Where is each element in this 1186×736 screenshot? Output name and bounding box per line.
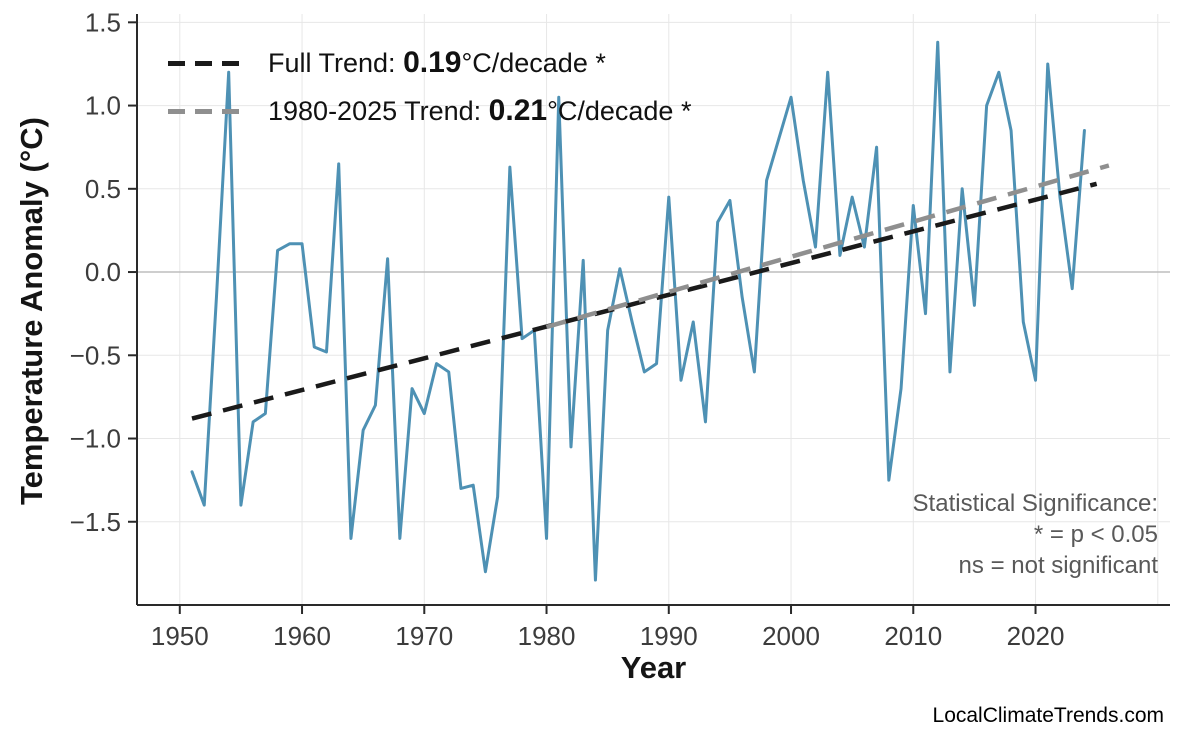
- x-tick-label: 2010: [884, 621, 942, 651]
- watermark-text: LocalClimateTrends.com: [932, 704, 1164, 727]
- anomaly-line: [190, 40, 1086, 582]
- x-tick-label: 1950: [151, 621, 209, 651]
- legend-label-full-trend: Full Trend: 0.19°C/decade *: [268, 46, 606, 80]
- legend-text-suffix: °C/decade *: [547, 96, 692, 126]
- legend-value: 0.21: [488, 94, 548, 127]
- y-tick-label: 0.0: [85, 257, 121, 287]
- legend-value: 0.19: [403, 46, 462, 79]
- legend: Full Trend: 0.19°C/decade * 1980-2025 Tr…: [168, 46, 691, 128]
- x-tick-label: 1980: [518, 621, 576, 651]
- y-tick-label: −0.5: [70, 340, 121, 370]
- significance-note-title: Statistical Significance:: [912, 490, 1158, 517]
- y-axis-label: Temperature Anomaly (°C): [14, 117, 49, 505]
- legend-item-recent-trend: 1980-2025 Trend: 0.21°C/decade *: [168, 94, 691, 128]
- significance-note: Statistical Significance: * = p < 0.05 n…: [913, 488, 1158, 581]
- y-tick-label: 1.5: [85, 7, 121, 37]
- x-tick-label: 1970: [395, 621, 453, 651]
- x-axis-label: Year: [620, 650, 687, 685]
- x-tick-label: 1990: [640, 621, 698, 651]
- significance-note-line: * = p < 0.05: [1033, 521, 1158, 548]
- y-tick-label: 1.0: [85, 91, 121, 121]
- recent-trend-line-sample: [168, 108, 246, 114]
- x-tick-label: 2000: [762, 621, 820, 651]
- y-tick-label: −1.0: [70, 424, 121, 454]
- x-tick-label: 2020: [1007, 621, 1065, 651]
- legend-text-prefix: Full Trend:: [268, 48, 404, 78]
- significance-note-line: ns = not significant: [958, 552, 1158, 579]
- y-tick-label: −1.5: [70, 507, 121, 537]
- full-trend-line-sample: [168, 60, 246, 66]
- legend-label-recent-trend: 1980-2025 Trend: 0.21°C/decade *: [268, 94, 691, 128]
- legend-text-prefix: 1980-2025 Trend:: [268, 96, 489, 126]
- legend-item-full-trend: Full Trend: 0.19°C/decade *: [168, 46, 691, 80]
- trend-line-recent: [545, 163, 1110, 330]
- y-tick-label: 0.5: [85, 174, 121, 204]
- x-tick-label: 1960: [273, 621, 331, 651]
- legend-text-suffix: °C/decade *: [461, 48, 606, 78]
